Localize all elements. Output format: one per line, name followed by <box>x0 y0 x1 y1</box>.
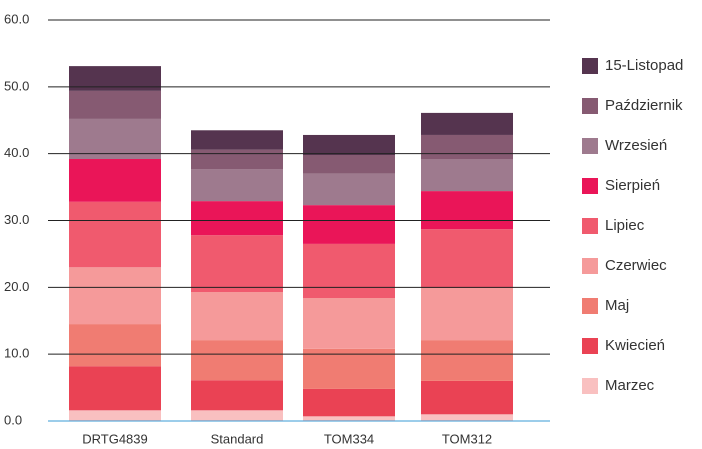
bar-segment <box>303 298 395 349</box>
y-tick-label: 10.0 <box>4 346 29 361</box>
bar-segment <box>69 90 161 119</box>
bar-segment <box>421 229 513 289</box>
legend-swatch <box>582 98 598 114</box>
legend-label: Czerwiec <box>605 257 667 274</box>
y-tick-label: 20.0 <box>4 279 29 294</box>
x-tick-label: TOM312 <box>442 431 492 446</box>
y-tick-label: 50.0 <box>4 78 29 93</box>
bar-segment <box>303 155 395 174</box>
bar-segment <box>421 414 513 421</box>
legend-swatch <box>582 58 598 74</box>
legend-swatch <box>582 138 598 154</box>
x-tick-label: TOM334 <box>324 431 374 446</box>
legend-label: 15-Listopad <box>605 57 683 74</box>
bar-segment <box>303 243 395 299</box>
bar-segment <box>191 130 283 150</box>
legend-swatch <box>582 298 598 314</box>
legend-label: Wrzesień <box>605 137 667 154</box>
bar-segment <box>69 201 161 268</box>
legend-label: Lipiec <box>605 217 645 234</box>
bar-segment <box>69 324 161 367</box>
bar-segment <box>69 118 161 160</box>
bar-segment <box>303 173 395 206</box>
legend-label: Październik <box>605 97 683 114</box>
bar-segment <box>191 410 283 421</box>
bar-segment <box>191 340 283 381</box>
legend-label: Sierpień <box>605 177 660 194</box>
legend-swatch <box>582 378 598 394</box>
legend-label: Kwiecień <box>605 337 665 354</box>
bar-segment <box>303 134 395 156</box>
bar-segment <box>421 288 513 341</box>
bar-segment <box>421 191 513 230</box>
legend-swatch <box>582 258 598 274</box>
legend-label: Marzec <box>605 377 655 394</box>
bar-segment <box>191 201 283 236</box>
bar-segment <box>191 380 283 411</box>
bar-segment <box>421 134 513 160</box>
legend-swatch <box>582 178 598 194</box>
bar-segment <box>191 169 283 202</box>
bar-segment <box>191 292 283 341</box>
y-tick-label: 60.0 <box>4 11 29 26</box>
y-tick-label: 40.0 <box>4 145 29 160</box>
legend-swatch <box>582 338 598 354</box>
x-tick-label: DRTG4839 <box>82 431 148 446</box>
bar-segment <box>303 348 395 389</box>
bar-segment <box>303 416 395 421</box>
bar-segment <box>191 235 283 293</box>
bar-segment <box>421 340 513 381</box>
legend-label: Maj <box>605 297 629 314</box>
legend-swatch <box>582 218 598 234</box>
bar-segment <box>303 205 395 244</box>
bar-segment <box>421 159 513 192</box>
bar-segment <box>303 388 395 417</box>
y-tick-label: 0.0 <box>4 412 22 427</box>
bar-segment <box>191 149 283 170</box>
bar-segment <box>69 159 161 202</box>
bar-segment <box>69 410 161 421</box>
y-tick-label: 30.0 <box>4 212 29 227</box>
bar-segment <box>421 380 513 415</box>
bar-segment <box>69 267 161 325</box>
bar-segment <box>421 112 513 135</box>
bar-segment <box>69 366 161 411</box>
x-tick-label: Standard <box>211 431 264 446</box>
